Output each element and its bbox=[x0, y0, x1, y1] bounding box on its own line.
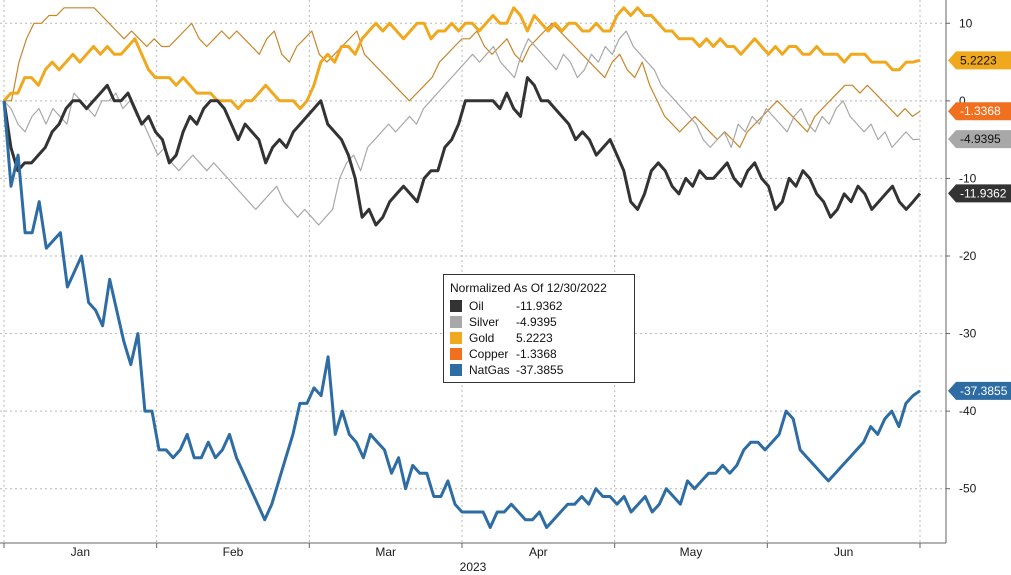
legend-swatch bbox=[450, 316, 462, 328]
legend-series-name: Silver bbox=[469, 315, 500, 329]
legend-entry: NatGas -37.3855 bbox=[450, 362, 628, 378]
x-axis-ticks: Jan Feb Mar Apr May Jun bbox=[3, 543, 921, 559]
x-tick-label: Jun bbox=[834, 545, 853, 559]
series-line-oil bbox=[2, 76, 922, 227]
x-tick-label: Jan bbox=[71, 545, 90, 559]
y-tick-label: -30 bbox=[959, 327, 977, 341]
series-line-silver bbox=[3, 30, 921, 226]
legend-series-value: -37.3855 bbox=[516, 363, 564, 377]
y-tick-label: 0 bbox=[959, 94, 966, 108]
badge-shape bbox=[948, 102, 1011, 121]
legend-swatch bbox=[450, 332, 462, 344]
legend-series-name: NatGas bbox=[469, 363, 510, 377]
badge-silver: -4.9395 bbox=[948, 130, 1011, 149]
legend-series-name: Oil bbox=[469, 299, 484, 313]
legend-entries: Oil -11.9362 Silver -4.9395 Gold 5.2223 Copper… bbox=[450, 298, 628, 378]
badge-value: -4.9395 bbox=[960, 132, 1001, 146]
badge-value: -1.3368 bbox=[960, 104, 1001, 118]
legend-swatch bbox=[450, 348, 462, 360]
x-axis-title: 2023 bbox=[460, 560, 487, 574]
y-axis-ticks: 10 0 -10 -20 -30 -40 -50 bbox=[946, 16, 977, 496]
legend-entry: Silver -4.9395 bbox=[450, 314, 628, 330]
badge-value: -11.9362 bbox=[960, 186, 1007, 200]
chart-legend: Normalized As Of 12/30/2022 Oil -11.9362 S… bbox=[443, 274, 635, 383]
y-tick-label: -50 bbox=[959, 482, 977, 496]
badge-natgas: -37.3855 bbox=[948, 381, 1011, 400]
series-line-natgas bbox=[2, 100, 921, 529]
badge-shape bbox=[948, 381, 1011, 400]
x-tick-label: Apr bbox=[529, 545, 548, 559]
badge-oil: -11.9362 bbox=[948, 184, 1011, 203]
badge-shape bbox=[948, 130, 1011, 149]
x-tick-label: May bbox=[680, 545, 703, 559]
legend-title: Normalized As Of 12/30/2022 bbox=[450, 281, 607, 295]
legend-entry: Gold 5.2223 bbox=[450, 330, 628, 346]
x-tick-label: Feb bbox=[223, 545, 244, 559]
y-tick-label: -10 bbox=[959, 171, 977, 185]
badge-copper: -1.3368 bbox=[948, 102, 1011, 121]
badge-value: 5.2223 bbox=[960, 53, 997, 67]
badge-gold: 5.2223 bbox=[948, 51, 1011, 70]
legend-entry: Copper -1.3368 bbox=[450, 346, 628, 362]
series-line-copper bbox=[4, 7, 921, 148]
legend-series-name: Gold bbox=[469, 331, 495, 345]
legend-series-value: -4.9395 bbox=[516, 315, 557, 329]
series-line-gold bbox=[2, 6, 921, 111]
series-lines bbox=[2, 6, 922, 529]
legend-series-name: Copper bbox=[469, 347, 509, 361]
legend-swatch bbox=[450, 364, 462, 376]
y-tick-label: -40 bbox=[959, 404, 977, 418]
legend-series-value: 5.2223 bbox=[516, 331, 553, 345]
grid-lines bbox=[0, 0, 946, 543]
legend-entry: Oil -11.9362 bbox=[450, 298, 628, 314]
legend-series-value: -1.3368 bbox=[516, 347, 557, 361]
y-tick-label: 10 bbox=[959, 16, 973, 30]
y-tick-label: -20 bbox=[959, 249, 977, 263]
badge-value: -37.3855 bbox=[960, 384, 1008, 398]
badge-shape bbox=[948, 184, 1011, 203]
legend-series-value: -11.9362 bbox=[516, 299, 563, 313]
badge-shape bbox=[948, 51, 1011, 70]
x-tick-label: Mar bbox=[375, 545, 396, 559]
last-value-badges: -11.9362 -4.9395 5.2223 -1.3368 -37.3855 bbox=[948, 51, 1011, 400]
legend-swatch bbox=[450, 300, 462, 312]
